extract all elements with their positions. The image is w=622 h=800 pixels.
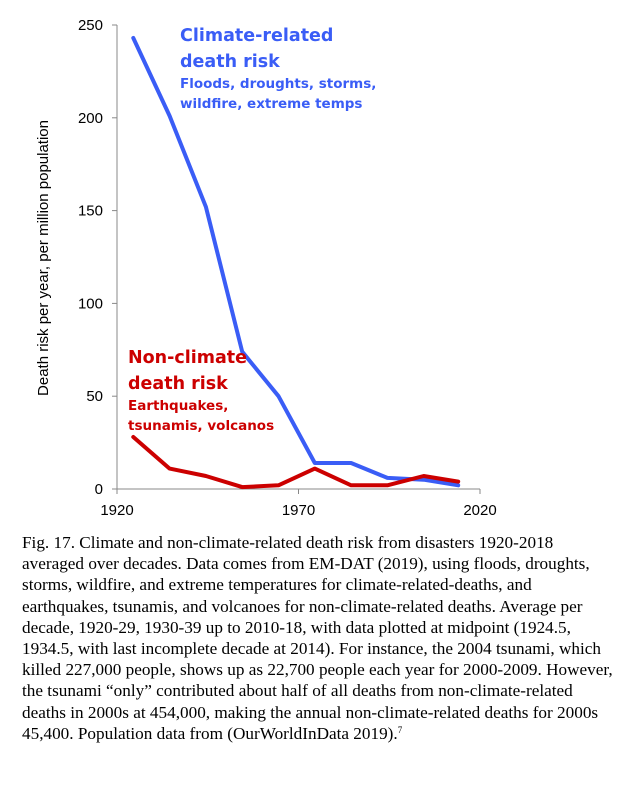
x-axis-ticks: 1920 1970 2020 <box>100 489 497 519</box>
climate-title-line1: Climate-related <box>180 26 333 46</box>
death-risk-chart: 0 50 100 150 200 250 1920 1970 2020 Death risk … <box>35 17 497 519</box>
climate-title-line2: death risk <box>180 52 280 72</box>
y-tick-label: 50 <box>86 388 103 405</box>
series-lines <box>131 36 461 490</box>
y-axis-label: Death risk per year, per million populat… <box>35 120 52 396</box>
x-tick-label: 2020 <box>463 502 496 519</box>
figure-caption: Fig. 17. Climate and non-climate-related… <box>22 532 614 744</box>
nonclimate-subtitle-line2: tsunamis, volcanos <box>128 418 274 434</box>
x-tick-label: 1920 <box>100 502 133 519</box>
y-tick-label: 200 <box>78 110 103 127</box>
x-tick-label: 1970 <box>282 502 315 519</box>
y-tick-label: 150 <box>78 203 103 220</box>
caption-text: Fig. 17. Climate and non-climate-related… <box>22 533 613 743</box>
climate-subtitle-line2: wildfire, extreme temps <box>180 96 362 112</box>
caption-footnote: 7 <box>397 724 403 735</box>
y-tick-label: 100 <box>78 295 103 312</box>
nonclimate-risk-line <box>131 435 461 490</box>
nonclimate-title-line1: Non-climate <box>128 348 247 368</box>
y-tick-label: 250 <box>78 17 103 34</box>
y-tick-label: 0 <box>95 481 103 498</box>
y-axis-ticks: 0 50 100 150 200 250 <box>78 17 117 498</box>
nonclimate-title-line2: death risk <box>128 374 228 394</box>
climate-subtitle-line1: Floods, droughts, storms, <box>180 76 376 92</box>
nonclimate-subtitle-line1: Earthquakes, <box>128 398 228 414</box>
